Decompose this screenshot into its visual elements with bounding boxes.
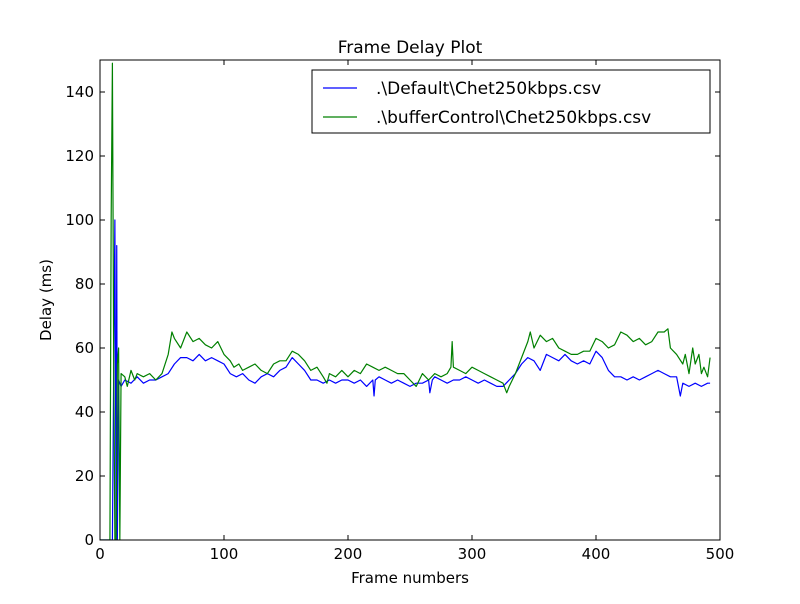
- x-axis-label: Frame numbers: [351, 569, 469, 587]
- y-tick-label: 120: [65, 147, 94, 165]
- series-line-buffercontrol: [100, 62, 711, 540]
- y-tick-label: 100: [65, 211, 94, 229]
- legend-label-buffercontrol: .\bufferControl\Chet250kbps.csv: [376, 108, 651, 128]
- x-tick-label: 300: [458, 545, 487, 563]
- chart-title: Frame Delay Plot: [338, 38, 483, 58]
- series-line-default: [100, 219, 711, 540]
- tick-labels: 0 100 200 300 400 500 0 20 40 60 80 100 120 140: [65, 83, 734, 563]
- axes-frame: [99, 59, 721, 541]
- legend: .\Default\Chet250kbps.csv .\bufferContro…: [311, 69, 711, 134]
- series-layer: [100, 62, 711, 540]
- legend-label-default: .\Default\Chet250kbps.csv: [376, 79, 601, 99]
- x-tick-label: 0: [95, 545, 105, 563]
- ticks-layer: [99, 60, 721, 541]
- x-tick-label: 400: [582, 545, 611, 563]
- legend-box: [311, 69, 711, 134]
- x-tick-label: 200: [334, 545, 363, 563]
- y-tick-label: 80: [75, 275, 94, 293]
- y-tick-label: 140: [65, 83, 94, 101]
- x-tick-label: 100: [210, 545, 239, 563]
- y-axis-label: Delay (ms): [37, 259, 55, 341]
- y-tick-label: 20: [75, 467, 94, 485]
- y-tick-label: 60: [75, 339, 94, 357]
- x-tick-label: 500: [706, 545, 735, 563]
- y-tick-label: 0: [84, 531, 94, 549]
- y-tick-label: 40: [75, 403, 94, 421]
